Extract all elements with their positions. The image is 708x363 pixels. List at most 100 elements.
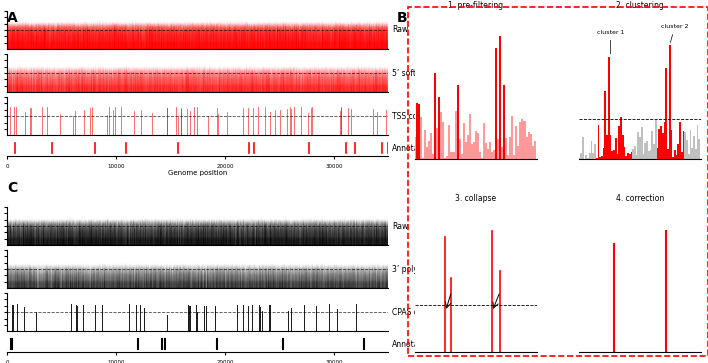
- Bar: [432, 154, 434, 159]
- Bar: [426, 147, 428, 159]
- Bar: [599, 157, 601, 159]
- Bar: [483, 123, 485, 159]
- Bar: [610, 135, 612, 159]
- Bar: [632, 149, 634, 159]
- Bar: [674, 151, 675, 159]
- Bar: [639, 137, 641, 159]
- Bar: [532, 146, 534, 159]
- Bar: [606, 135, 608, 159]
- Bar: [452, 152, 455, 159]
- Bar: [493, 150, 495, 159]
- Bar: [489, 142, 491, 159]
- Bar: [418, 104, 420, 159]
- Bar: [620, 117, 622, 159]
- Bar: [612, 151, 613, 159]
- Bar: [509, 137, 511, 159]
- Text: TSS collapse & count: TSS collapse & count: [392, 112, 472, 121]
- Bar: [467, 135, 469, 159]
- Bar: [450, 152, 452, 159]
- Bar: [497, 139, 499, 159]
- Bar: [459, 139, 461, 159]
- Bar: [499, 36, 501, 159]
- X-axis label: Genome position: Genome position: [168, 170, 227, 176]
- Bar: [629, 154, 631, 159]
- Bar: [471, 144, 473, 159]
- Text: cluster 2: cluster 2: [661, 24, 689, 42]
- Bar: [442, 122, 445, 159]
- Bar: [643, 154, 644, 159]
- Bar: [650, 150, 651, 159]
- Bar: [658, 129, 660, 159]
- Text: CPAS collapse & count: CPAS collapse & count: [392, 308, 478, 317]
- Bar: [644, 143, 646, 159]
- Bar: [436, 128, 438, 159]
- Bar: [625, 156, 627, 159]
- Bar: [615, 138, 617, 159]
- Bar: [678, 144, 679, 159]
- Bar: [473, 142, 475, 159]
- Bar: [589, 153, 590, 159]
- Text: cluster 1: cluster 1: [597, 30, 624, 54]
- Bar: [608, 57, 610, 159]
- Bar: [697, 125, 698, 159]
- Bar: [627, 153, 629, 159]
- Text: A: A: [7, 11, 18, 25]
- Bar: [495, 48, 497, 159]
- Text: Annotation: Annotation: [392, 144, 435, 152]
- Bar: [631, 152, 632, 159]
- Bar: [595, 158, 598, 159]
- Bar: [580, 154, 582, 159]
- Text: 3’ poly(A) filtering & CPAS definition: 3’ poly(A) filtering & CPAS definition: [392, 265, 531, 274]
- Bar: [613, 150, 615, 159]
- Bar: [679, 122, 681, 159]
- Title: 3. collapse: 3. collapse: [455, 194, 496, 203]
- Bar: [693, 136, 695, 159]
- Bar: [506, 138, 507, 159]
- Bar: [530, 134, 532, 159]
- Text: 5’ soft-clip filtering & TSS definition: 5’ soft-clip filtering & TSS definition: [392, 69, 529, 78]
- Bar: [691, 148, 693, 159]
- Bar: [513, 155, 515, 159]
- Bar: [688, 154, 690, 159]
- Bar: [469, 114, 471, 159]
- Bar: [448, 125, 450, 159]
- Bar: [511, 116, 513, 159]
- Bar: [487, 149, 489, 159]
- Bar: [681, 152, 683, 159]
- Bar: [501, 147, 503, 159]
- Bar: [622, 135, 624, 159]
- Bar: [598, 125, 599, 159]
- Bar: [698, 139, 700, 159]
- Bar: [675, 155, 678, 159]
- Bar: [603, 147, 605, 159]
- Bar: [660, 126, 662, 159]
- Bar: [464, 143, 467, 159]
- Bar: [656, 148, 658, 159]
- Bar: [683, 131, 685, 159]
- Title: 2. clustering: 2. clustering: [616, 1, 664, 10]
- Bar: [455, 111, 457, 159]
- Bar: [601, 156, 603, 159]
- Bar: [430, 133, 432, 159]
- Bar: [636, 155, 637, 159]
- Bar: [434, 73, 436, 159]
- Bar: [445, 158, 447, 159]
- Bar: [641, 127, 643, 159]
- Text: Raw: Raw: [392, 25, 409, 34]
- Bar: [578, 158, 580, 159]
- Bar: [582, 138, 583, 159]
- Bar: [424, 130, 426, 159]
- Bar: [477, 133, 479, 159]
- Bar: [491, 152, 493, 159]
- Bar: [648, 151, 650, 159]
- Bar: [422, 158, 424, 159]
- Bar: [515, 126, 518, 159]
- Text: C: C: [7, 182, 17, 196]
- Bar: [507, 155, 509, 159]
- Bar: [475, 131, 477, 159]
- Title: 1. pre-filtering: 1. pre-filtering: [448, 1, 503, 10]
- Bar: [670, 130, 672, 159]
- Bar: [662, 132, 663, 159]
- Bar: [637, 132, 639, 159]
- Title: 4. correction: 4. correction: [616, 194, 664, 203]
